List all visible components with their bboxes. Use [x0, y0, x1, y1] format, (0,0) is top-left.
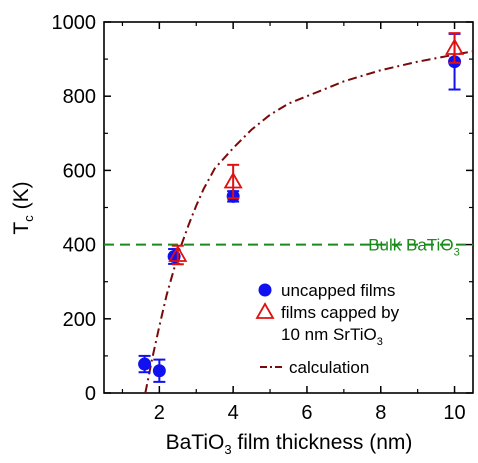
x-tick-label: 10	[443, 402, 465, 424]
y-tick-label: 400	[63, 235, 96, 257]
legend-label-uncapped: uncapped films	[281, 281, 395, 300]
legend-label-calculation: calculation	[289, 358, 369, 377]
legend-circle-icon	[258, 283, 272, 297]
y-axis-title: Tc (K)	[10, 181, 36, 234]
capped-point	[444, 38, 465, 55]
x-tick-label: 6	[301, 402, 312, 424]
y-tick-label: 0	[85, 383, 96, 405]
legend-label-capped-line2: 10 nm SrTiO3	[281, 325, 383, 348]
y-tick-label: 600	[63, 160, 96, 182]
capped-point	[168, 245, 188, 262]
bulk-reference-line: Bulk BaTiO3	[104, 236, 473, 259]
legend-triangle-icon	[255, 302, 275, 319]
calculation-line	[144, 50, 474, 394]
x-tick-label: 2	[154, 402, 165, 424]
calculation-curve	[144, 50, 474, 394]
x-tick-label: 8	[375, 402, 386, 424]
uncapped-point	[152, 364, 166, 378]
x-axis-title: BaTiO3 film thickness (nm)	[166, 431, 413, 457]
bulk-label: Bulk BaTiO3	[368, 236, 459, 259]
legend-label-capped-line1: films capped by	[281, 303, 400, 322]
data-markers	[138, 32, 465, 383]
legend: uncapped films films capped by 10 nm SrTiO…	[255, 281, 400, 377]
axis-ticks: 2 4 6 8 10 0 200 400 600 800 1000	[52, 12, 473, 424]
x-tick-label: 4	[228, 402, 239, 424]
uncapped-point	[138, 357, 152, 371]
y-tick-label: 800	[63, 86, 96, 108]
y-tick-label: 1000	[52, 12, 97, 34]
capped-point	[223, 171, 243, 189]
y-tick-label: 200	[63, 309, 96, 331]
